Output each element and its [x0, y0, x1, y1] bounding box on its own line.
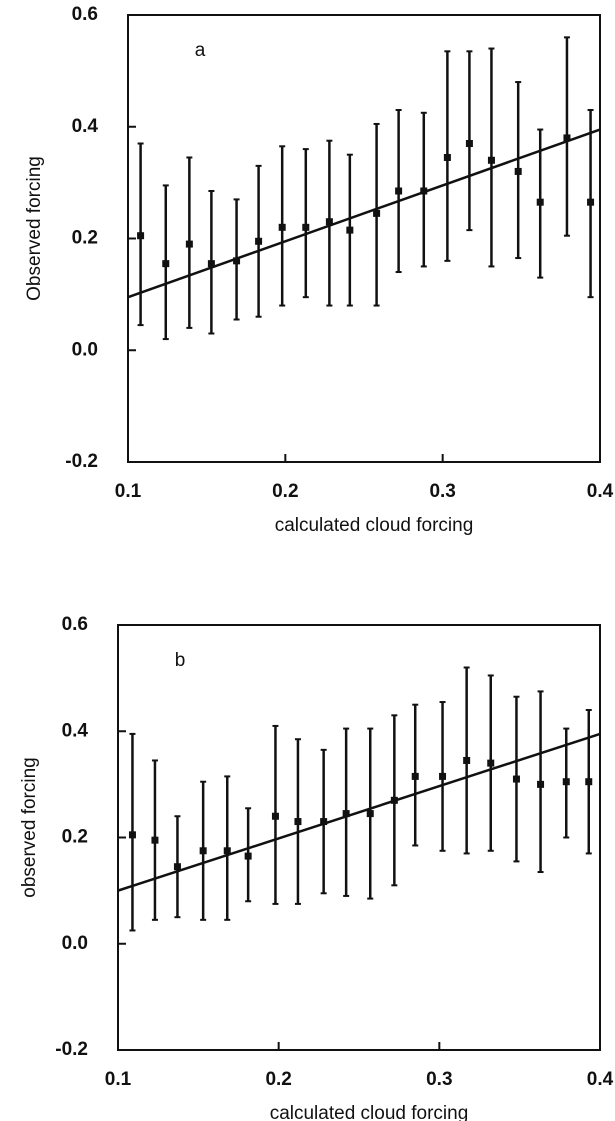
data-point: [346, 226, 354, 234]
panel-label: b: [175, 650, 186, 671]
data-point: [255, 237, 263, 245]
data-point: [173, 863, 181, 871]
data-point: [587, 198, 595, 206]
data-point: [325, 218, 333, 226]
data-point: [342, 810, 350, 818]
y-tick-label: 0.2: [62, 827, 88, 848]
y-tick-label: 0.0: [62, 933, 88, 954]
fit-line: [117, 732, 601, 892]
data-point: [395, 187, 403, 195]
data-point: [443, 153, 451, 161]
data-point: [223, 847, 231, 855]
y-axis-label: observed forcing: [19, 757, 40, 897]
data-point: [162, 260, 170, 268]
data-point: [514, 167, 522, 175]
data-point: [536, 198, 544, 206]
data-point: [465, 140, 473, 148]
x-tick-label: 0.3: [429, 481, 455, 502]
data-point: [151, 836, 159, 844]
data-point: [537, 780, 545, 788]
x-tick-label: 0.2: [265, 1069, 291, 1090]
data-point: [199, 847, 207, 855]
y-tick-label: 0.4: [62, 720, 89, 741]
x-tick-label: 0.2: [272, 481, 298, 502]
x-tick-label: 0.4: [587, 1069, 614, 1090]
y-axis-label: Observed forcing: [24, 156, 45, 301]
data-point: [294, 818, 302, 826]
data-point: [233, 257, 241, 265]
data-point: [185, 240, 193, 248]
data-point: [487, 759, 495, 767]
data-point: [512, 775, 520, 783]
x-axis-label: calculated cloud forcing: [275, 515, 474, 536]
y-tick-label: -0.2: [65, 451, 98, 472]
data-point: [463, 756, 471, 764]
data-point: [366, 810, 374, 818]
plot-frame: [127, 14, 601, 463]
data-point: [137, 232, 145, 240]
x-tick-label: 0.3: [426, 1069, 452, 1090]
plot-frame: [117, 624, 601, 1051]
data-point: [373, 209, 381, 217]
data-point: [390, 796, 398, 804]
y-tick-label: 0.2: [72, 228, 98, 249]
data-point: [278, 223, 286, 231]
data-point: [562, 778, 570, 786]
x-tick-label: 0.1: [105, 1069, 132, 1090]
data-point: [439, 772, 447, 780]
y-tick-label: 0.4: [72, 116, 99, 137]
data-point: [271, 812, 279, 820]
x-tick-label: 0.4: [587, 481, 614, 502]
panel-label: a: [195, 40, 206, 61]
data-point: [563, 134, 571, 142]
data-point: [585, 778, 593, 786]
fit-line: [127, 128, 601, 299]
data-point: [420, 187, 428, 195]
data-point: [244, 852, 252, 860]
data-point: [487, 156, 495, 164]
data-point: [320, 818, 328, 826]
y-tick-label: 0.0: [72, 339, 98, 360]
y-tick-label: 0.6: [72, 4, 98, 25]
x-tick-label: 0.1: [115, 481, 142, 502]
data-point: [302, 223, 310, 231]
x-axis-label: calculated cloud forcing: [270, 1103, 469, 1121]
data-point: [128, 831, 136, 839]
data-point: [411, 772, 419, 780]
y-tick-label: 0.6: [62, 614, 88, 635]
y-tick-label: -0.2: [55, 1039, 88, 1060]
data-point: [207, 260, 215, 268]
